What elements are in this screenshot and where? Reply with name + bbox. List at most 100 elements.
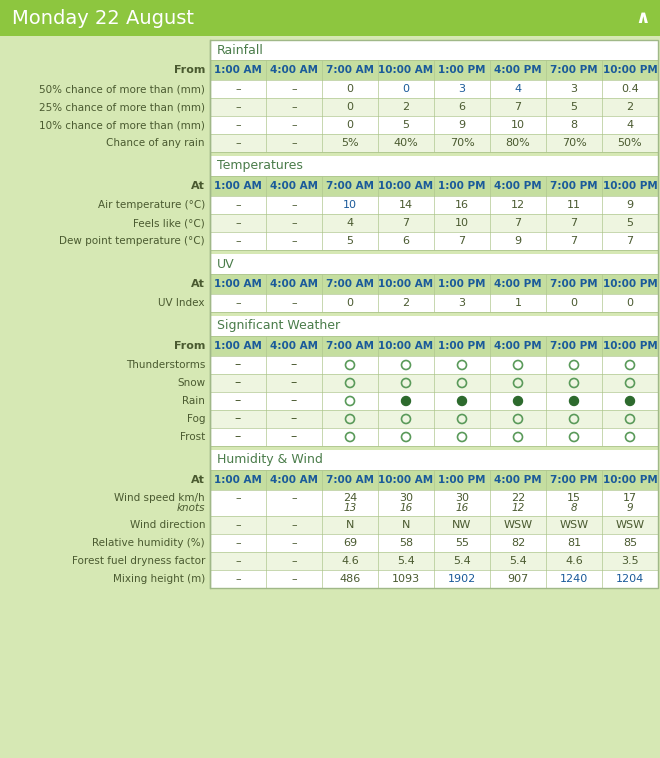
Text: –: – (291, 359, 297, 371)
Text: 16: 16 (455, 503, 469, 513)
Text: 50%: 50% (618, 138, 642, 148)
Text: 10: 10 (455, 218, 469, 228)
Text: NW: NW (452, 520, 472, 530)
Bar (210, 60, 658, 80)
Text: 486: 486 (339, 574, 360, 584)
Text: 5%: 5% (341, 138, 359, 148)
Bar (210, 490, 658, 516)
Text: 30: 30 (455, 493, 469, 503)
Text: 4:00 PM: 4:00 PM (494, 181, 542, 191)
Text: 7:00 PM: 7:00 PM (550, 475, 598, 485)
Text: 1240: 1240 (560, 574, 588, 584)
Text: –: – (291, 493, 297, 503)
Text: 7:00 AM: 7:00 AM (326, 475, 374, 485)
Text: –: – (235, 359, 241, 371)
Text: 12: 12 (512, 503, 525, 513)
Bar (210, 80, 658, 98)
Text: 80%: 80% (506, 138, 531, 148)
Bar (0, 254, 210, 274)
Bar (0, 274, 210, 294)
Text: –: – (235, 493, 241, 503)
Text: 4:00 PM: 4:00 PM (494, 341, 542, 351)
Text: 10: 10 (511, 120, 525, 130)
Circle shape (513, 396, 523, 406)
Text: N: N (346, 520, 354, 530)
Text: 10:00 AM: 10:00 AM (378, 65, 434, 75)
Text: 9: 9 (626, 200, 634, 210)
Text: 4: 4 (346, 218, 354, 228)
Bar (0, 36, 660, 40)
Bar (210, 40, 658, 588)
Bar (0, 410, 210, 428)
Text: 10:00 AM: 10:00 AM (378, 279, 434, 289)
Text: ∧: ∧ (636, 9, 650, 27)
Bar (210, 570, 658, 588)
Text: 11: 11 (567, 200, 581, 210)
Text: 5: 5 (403, 120, 409, 130)
Text: Air temperature (°C): Air temperature (°C) (98, 200, 205, 210)
Circle shape (457, 396, 467, 406)
Text: 10:00 AM: 10:00 AM (378, 181, 434, 191)
Bar (210, 98, 658, 116)
Bar (0, 98, 210, 116)
Text: 5.4: 5.4 (453, 556, 471, 566)
Text: 4:00 AM: 4:00 AM (270, 279, 318, 289)
Text: 4:00 PM: 4:00 PM (494, 475, 542, 485)
Text: 1:00 PM: 1:00 PM (438, 341, 486, 351)
Text: 1:00 PM: 1:00 PM (438, 65, 486, 75)
Text: –: – (235, 394, 241, 408)
Text: –: – (291, 574, 297, 584)
Text: –: – (235, 412, 241, 425)
Text: 5.4: 5.4 (397, 556, 415, 566)
Text: 10:00 AM: 10:00 AM (378, 341, 434, 351)
Text: At: At (191, 181, 205, 191)
Text: 3: 3 (459, 298, 465, 308)
Bar (210, 176, 658, 196)
Text: –: – (235, 200, 241, 210)
Bar (210, 552, 658, 570)
Text: –: – (291, 538, 297, 548)
Bar (0, 588, 660, 758)
Bar (0, 470, 210, 490)
Text: WSW: WSW (560, 520, 589, 530)
Text: 0: 0 (570, 298, 578, 308)
Text: 7:00 PM: 7:00 PM (550, 341, 598, 351)
Text: 10:00 PM: 10:00 PM (603, 279, 657, 289)
Bar (0, 156, 210, 176)
Text: Humidity & Wind: Humidity & Wind (217, 453, 323, 466)
Text: 12: 12 (511, 200, 525, 210)
Text: From: From (174, 341, 205, 351)
Bar (0, 316, 210, 336)
Bar (0, 152, 660, 156)
Text: 5.4: 5.4 (509, 556, 527, 566)
Text: From: From (174, 65, 205, 75)
Text: Feels like (°C): Feels like (°C) (133, 218, 205, 228)
Text: 1:00 AM: 1:00 AM (214, 181, 262, 191)
Text: –: – (235, 574, 241, 584)
Bar (210, 214, 658, 232)
Text: 0: 0 (346, 102, 354, 112)
Text: 4:00 AM: 4:00 AM (270, 341, 318, 351)
Text: 4: 4 (514, 84, 521, 94)
Text: 24: 24 (343, 493, 357, 503)
Text: 10:00 PM: 10:00 PM (603, 475, 657, 485)
Bar (210, 516, 658, 534)
Text: 70%: 70% (449, 138, 475, 148)
Text: Temperatures: Temperatures (217, 159, 303, 173)
Text: 70%: 70% (562, 138, 586, 148)
Text: At: At (191, 279, 205, 289)
Bar (210, 410, 658, 428)
Text: 15: 15 (567, 493, 581, 503)
Text: 0: 0 (346, 120, 354, 130)
Text: –: – (235, 138, 241, 148)
Text: 1:00 PM: 1:00 PM (438, 181, 486, 191)
Text: 6: 6 (403, 236, 409, 246)
Text: 1:00 PM: 1:00 PM (438, 279, 486, 289)
Text: 7: 7 (626, 236, 634, 246)
Text: 81: 81 (567, 538, 581, 548)
Text: 7:00 PM: 7:00 PM (550, 181, 598, 191)
Text: 10:00 AM: 10:00 AM (378, 475, 434, 485)
Text: 7:00 AM: 7:00 AM (326, 65, 374, 75)
Text: Wind direction: Wind direction (129, 520, 205, 530)
Text: 5: 5 (626, 218, 634, 228)
